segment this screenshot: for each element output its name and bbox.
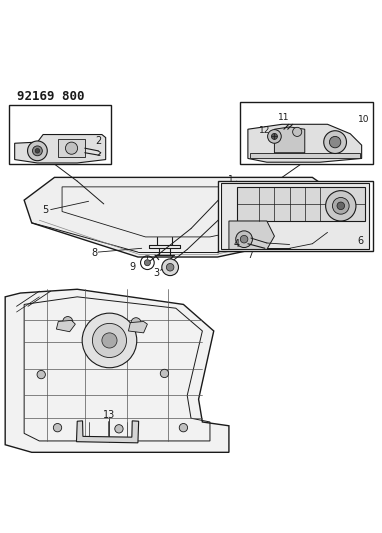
Polygon shape xyxy=(274,127,305,153)
Text: 6: 6 xyxy=(358,236,364,246)
Text: 7: 7 xyxy=(247,251,253,260)
Polygon shape xyxy=(15,134,106,163)
Circle shape xyxy=(240,236,248,243)
Circle shape xyxy=(166,263,174,271)
Text: 2: 2 xyxy=(95,136,101,147)
Circle shape xyxy=(65,142,78,154)
Circle shape xyxy=(160,369,168,377)
Text: 13: 13 xyxy=(104,410,116,420)
Circle shape xyxy=(53,424,62,432)
Polygon shape xyxy=(248,124,362,162)
Circle shape xyxy=(293,127,302,136)
Circle shape xyxy=(115,425,123,433)
Polygon shape xyxy=(128,321,147,333)
Polygon shape xyxy=(250,153,360,158)
Circle shape xyxy=(37,370,45,379)
Circle shape xyxy=(236,231,253,247)
Text: 4: 4 xyxy=(233,239,240,249)
Text: 10: 10 xyxy=(358,115,369,124)
Text: 9: 9 xyxy=(129,262,135,272)
Circle shape xyxy=(325,191,356,221)
Text: 92169 800: 92169 800 xyxy=(16,90,84,103)
Circle shape xyxy=(131,318,141,328)
Circle shape xyxy=(92,324,126,358)
Text: 3: 3 xyxy=(154,268,160,278)
Circle shape xyxy=(324,131,346,154)
Circle shape xyxy=(82,313,137,368)
Polygon shape xyxy=(221,183,369,249)
Circle shape xyxy=(32,146,42,156)
Bar xyxy=(217,181,373,252)
Polygon shape xyxy=(24,177,350,257)
Text: 5: 5 xyxy=(42,205,48,215)
Circle shape xyxy=(329,136,341,148)
Circle shape xyxy=(28,141,47,160)
Circle shape xyxy=(63,317,73,326)
Text: 12: 12 xyxy=(259,126,270,135)
Circle shape xyxy=(162,259,178,276)
Polygon shape xyxy=(58,140,85,157)
Text: 1: 1 xyxy=(228,175,234,184)
Text: 11: 11 xyxy=(278,113,290,122)
Polygon shape xyxy=(236,187,366,221)
Circle shape xyxy=(35,149,40,153)
Circle shape xyxy=(144,260,151,266)
Polygon shape xyxy=(57,320,75,332)
Circle shape xyxy=(337,202,345,209)
Circle shape xyxy=(179,424,188,432)
Circle shape xyxy=(332,198,349,214)
Polygon shape xyxy=(76,421,139,443)
Circle shape xyxy=(342,225,351,234)
Bar xyxy=(9,106,112,164)
Polygon shape xyxy=(5,289,229,453)
Text: 8: 8 xyxy=(91,248,97,258)
Circle shape xyxy=(102,333,117,348)
Bar xyxy=(240,102,373,164)
Circle shape xyxy=(271,133,277,140)
Polygon shape xyxy=(229,221,274,249)
Circle shape xyxy=(268,130,281,143)
